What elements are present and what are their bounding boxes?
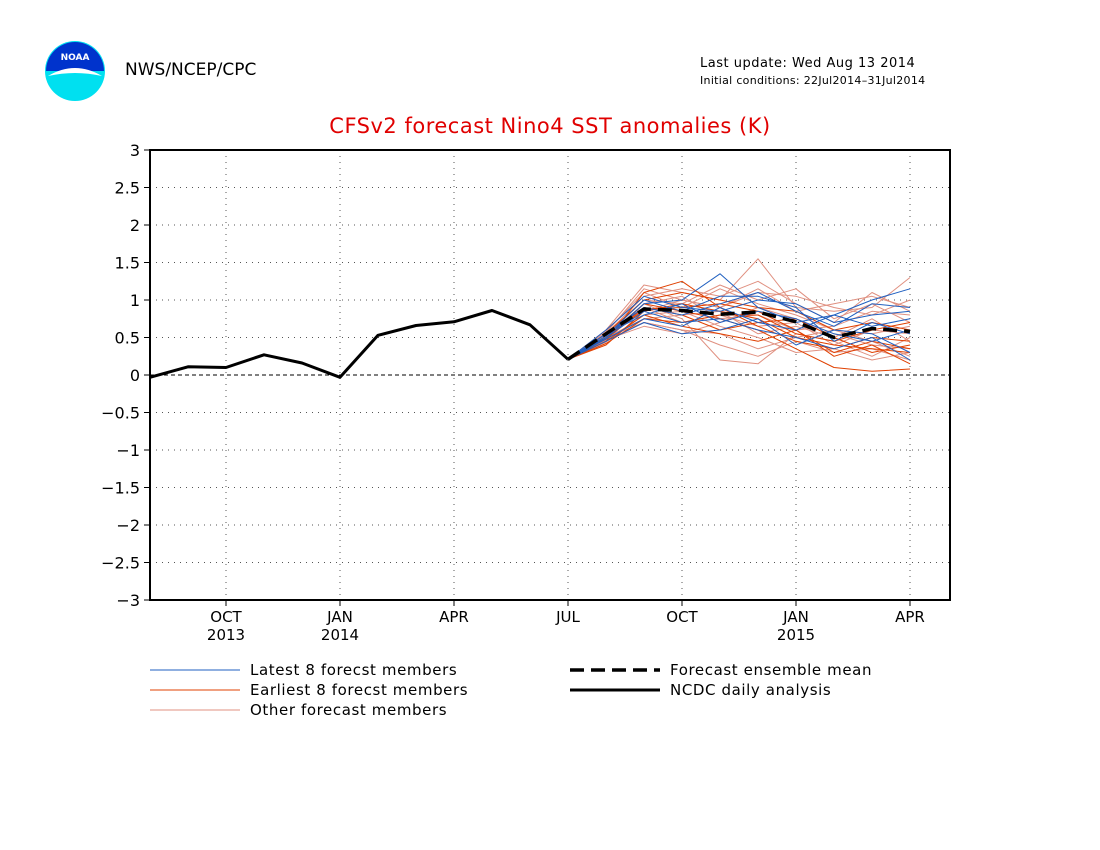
- latest-member-line: [567, 295, 911, 360]
- latest-member-line: [567, 307, 911, 360]
- noaa-logo: NOAA: [44, 40, 106, 102]
- y-tick-label: −3: [116, 591, 140, 610]
- y-tick-label: 0.5: [115, 329, 140, 348]
- y-tick-label: −0.5: [101, 404, 140, 423]
- y-tick-label: 0: [130, 366, 140, 385]
- y-tick-label: −2: [116, 516, 140, 535]
- earliest-member-line: [567, 314, 911, 365]
- x-tick-label: OCT: [666, 608, 698, 626]
- x-tick-label: JAN: [782, 608, 809, 626]
- analysis-line: [149, 309, 570, 379]
- x-tick-label: JAN: [326, 608, 353, 626]
- x-tick-label: JUL: [555, 608, 580, 626]
- legend-label: Other forecast members: [250, 701, 447, 719]
- x-tick-label: OCT: [210, 608, 242, 626]
- legend-label: Forecast ensemble mean: [670, 661, 872, 679]
- y-tick-label: 3: [130, 141, 140, 160]
- y-tick-label: 2: [130, 216, 140, 235]
- other-member-line: [567, 258, 911, 360]
- logo-text: NOAA: [61, 53, 90, 63]
- ensemble-mean-line: [567, 307, 911, 361]
- y-tick-label: 2.5: [115, 179, 140, 198]
- y-tick-label: 1: [130, 291, 140, 310]
- x-tick-label: APR: [439, 608, 469, 626]
- x-tick-year-label: 2014: [321, 626, 359, 644]
- legend-label: Latest 8 forecst members: [250, 661, 457, 679]
- last-update-text: Last update: Wed Aug 13 2014: [700, 56, 916, 71]
- plot-frame: [149, 149, 951, 601]
- y-tick-label: −1.5: [101, 479, 140, 498]
- legend-label: Earliest 8 forecst members: [250, 681, 468, 699]
- x-tick-year-label: 2013: [207, 626, 245, 644]
- y-tick-label: −1: [116, 441, 140, 460]
- y-tick-label: 1.5: [115, 254, 140, 273]
- earliest-member-line: [567, 292, 911, 360]
- organization-label: NWS/NCEP/CPC: [125, 60, 257, 80]
- y-tick-label: −2.5: [101, 554, 140, 573]
- initial-conditions-text: Initial conditions: 22Jul2014–31Jul2014: [700, 74, 926, 87]
- legend-label: NCDC daily analysis: [670, 681, 831, 699]
- latest-member-line: [567, 303, 911, 360]
- x-tick-year-label: 2015: [777, 626, 815, 644]
- chart-title: CFSv2 forecast Nino4 SST anomalies (K): [329, 114, 771, 138]
- x-tick-label: APR: [895, 608, 925, 626]
